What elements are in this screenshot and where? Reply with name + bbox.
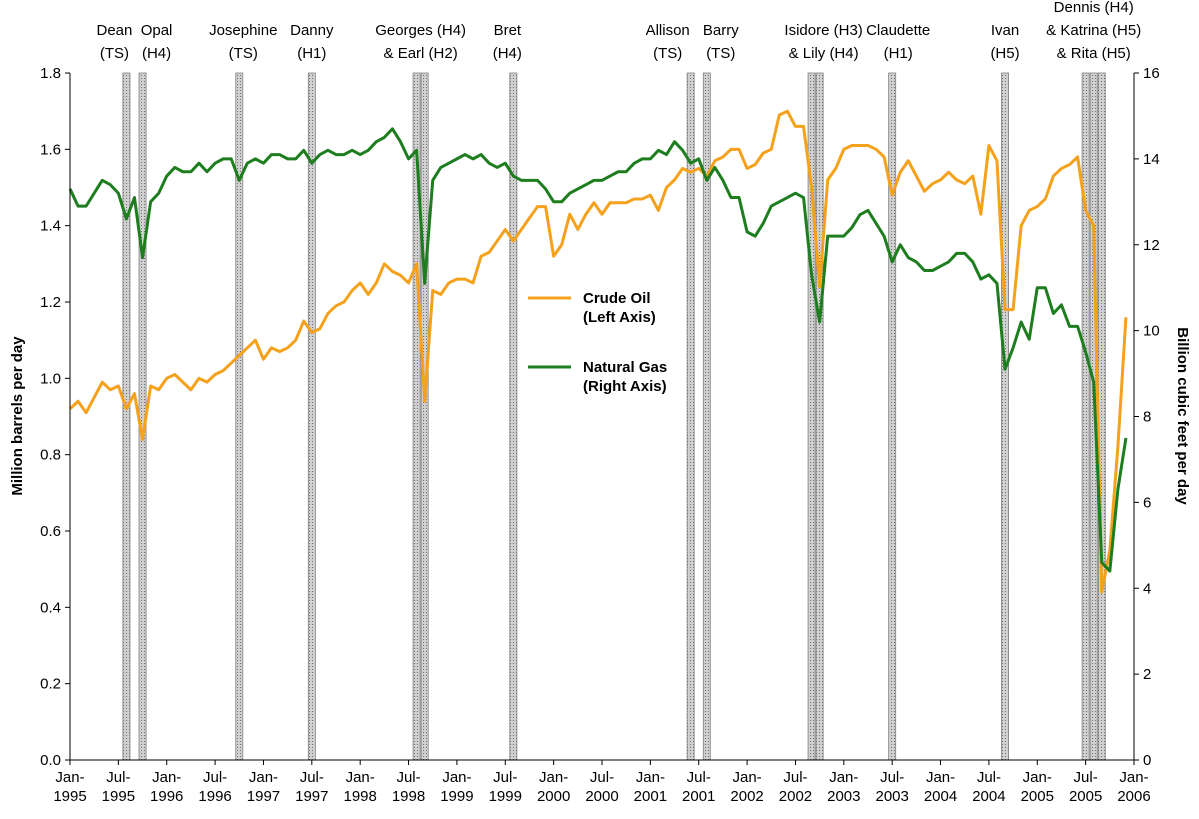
y-tick-label: 0.8 [40,447,61,464]
x-tick-label: Jan-2004 [924,769,957,805]
y-tick-label: 0.0 [40,752,61,769]
x-tick-label: Jan-2000 [537,769,570,805]
x-tick-label: Jan-2003 [827,769,860,805]
event-label: (H1) [297,45,326,62]
event-label: Josephine [209,22,277,39]
event-band [815,72,824,761]
y-tick-label: 1.0 [40,370,61,387]
x-tick-label: Jul-2005 [1069,769,1102,805]
event-label: & Rita (H5) [1057,45,1131,62]
x-tick-label: Jan-2001 [634,769,667,805]
x-tick-label: Jan-1999 [440,769,473,805]
y-tick-label: 1.2 [40,294,61,311]
y2-tick-label: 4 [1143,580,1151,597]
y2-tick-label: 16 [1143,65,1160,82]
x-tick-label: Jul-1998 [392,769,425,805]
y2-axis-label: Billion cubic feet per day [1174,327,1191,505]
event-label: Claudette [866,22,930,39]
x-tick-label: Jul-2000 [585,769,618,805]
x-tick-label: Jan-1995 [53,769,86,805]
x-tick-label: Jan-1996 [150,769,183,805]
y-tick-label: 0.6 [40,523,61,540]
event-label: Georges (H4) [375,22,466,39]
event-label: (H4) [142,45,171,62]
event-label: (H4) [493,45,522,62]
x-tick-label: Jan-2006 [1117,769,1150,805]
event-label: Bret [494,22,522,39]
x-tick-label: Jul-2004 [972,769,1005,805]
event-label: & Lily (H4) [789,45,859,62]
axes [65,72,1139,765]
x-tick-label: Jan-2002 [730,769,763,805]
y-tick-label: 1.6 [40,141,61,158]
event-band [1081,72,1090,761]
event-band [420,72,429,761]
event-label: Dennis (H4) [1054,0,1134,16]
event-band [686,72,695,761]
event-label: Ivan [991,22,1019,39]
event-label: Allison [646,22,690,39]
event-label: (H1) [884,45,913,62]
x-tick-label: Jul-1995 [102,769,135,805]
y2-tick-label: 10 [1143,323,1160,340]
x-tick-label: Jul-1997 [295,769,328,805]
event-label: Dean [96,22,132,39]
series-lines [68,109,1128,594]
event-label: Opal [141,22,173,39]
x-tick-label: Jul-1999 [489,769,522,805]
event-label: (TS) [706,45,735,62]
y2-tick-label: 2 [1143,666,1151,683]
y-tick-label: 1.8 [40,65,61,82]
event-bands [122,72,1106,761]
x-tick-label: Jul-1996 [198,769,231,805]
y2-tick-label: 6 [1143,494,1151,511]
event-label: Barry [703,22,739,39]
y2-tick-label: 14 [1143,151,1160,168]
event-label: Danny [290,22,334,39]
event-label: (H5) [990,45,1019,62]
y2-tick-label: 12 [1143,237,1160,254]
y-tick-label: 1.4 [40,218,61,235]
event-band [1001,72,1009,761]
series-line [68,109,1128,594]
legend-label: Crude Oil (Left Axis) [583,290,656,326]
event-band [307,72,316,761]
x-tick-label: Jan-1998 [343,769,376,805]
event-label: (TS) [653,45,682,62]
x-tick-label: Jan-1997 [247,769,280,805]
event-label: Isidore (H3) [784,22,862,39]
y-axis-label: Million barrels per day [9,336,26,496]
event-label: (TS) [229,45,258,62]
event-label: & Earl (H2) [384,45,458,62]
y2-tick-label: 0 [1143,752,1151,769]
x-tick-label: Jul-2001 [682,769,715,805]
y2-tick-label: 8 [1143,409,1151,426]
x-tick-label: Jul-2002 [779,769,812,805]
event-label: (TS) [100,45,129,62]
event-band [888,72,897,761]
series-line [68,127,1128,573]
y-tick-label: 0.4 [40,599,61,616]
x-tick-label: Jul-2003 [875,769,908,805]
y-tick-label: 0.2 [40,676,61,693]
x-tick-label: Jan-2005 [1021,769,1054,805]
event-band [122,72,131,761]
event-label: & Katrina (H5) [1046,22,1141,39]
legend-label: Natural Gas (Right Axis) [583,359,667,395]
